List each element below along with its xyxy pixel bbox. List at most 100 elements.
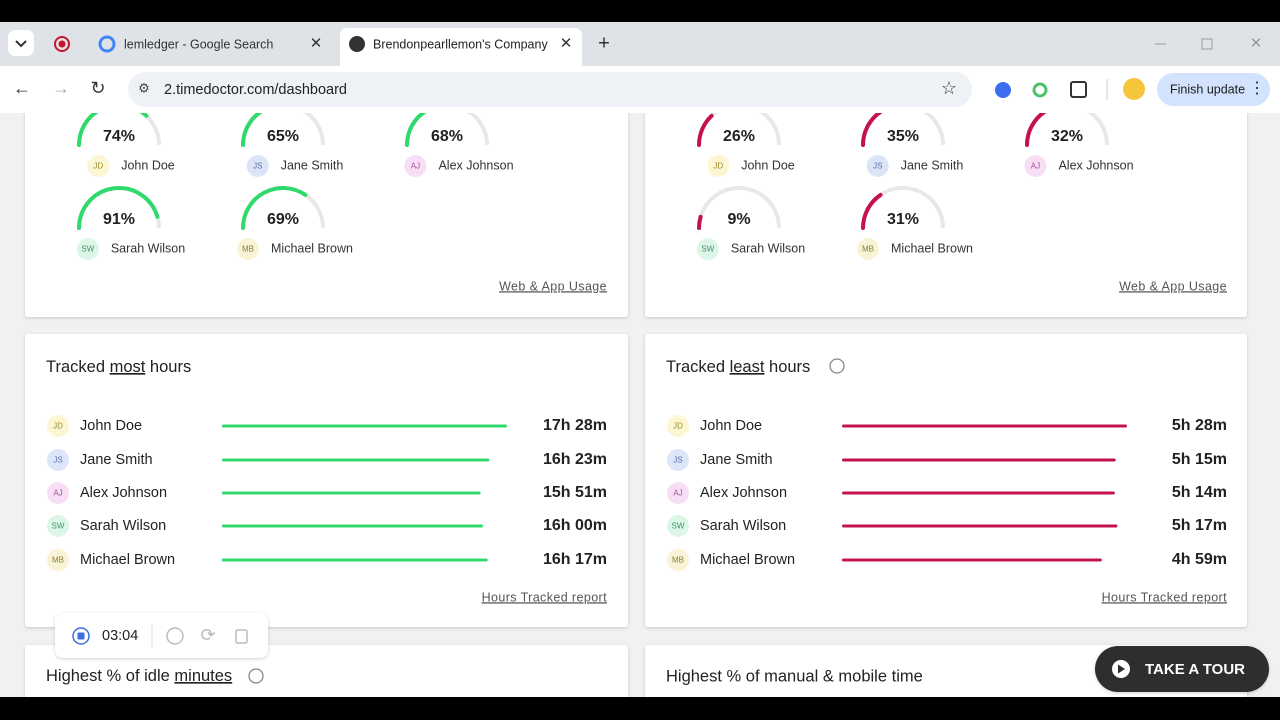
tour-button[interactable] — [1095, 646, 1269, 692]
hours-value: 15h 51m — [543, 484, 607, 501]
person-name: John Doe — [80, 418, 142, 434]
avatar — [866, 155, 889, 177]
avatar — [47, 415, 69, 437]
tour-label: TAKE A TOUR — [1145, 661, 1245, 678]
title-emphasis: least — [730, 358, 765, 376]
tab-title: Brendonpearllemon's Company — [373, 37, 548, 51]
gauge-value: 65% — [267, 128, 299, 145]
avatar — [707, 155, 730, 177]
avatar-initials: JS — [873, 162, 882, 171]
extensions[interactable] — [1070, 81, 1087, 98]
tab-search-button[interactable] — [8, 30, 34, 56]
avatar — [47, 482, 69, 504]
person-name: Jane Smith — [901, 158, 964, 172]
avatar — [857, 238, 880, 260]
site-icon — [349, 36, 365, 52]
reset-button[interactable]: ⟳ — [200, 625, 215, 645]
hours-value: 5h 15m — [1172, 451, 1227, 468]
avatar-initials: JD — [53, 422, 63, 431]
hours-value: 4h 59m — [1172, 551, 1227, 568]
avatar-initials: JS — [253, 162, 262, 171]
gauge-value: 69% — [267, 211, 299, 228]
person-name: Sarah Wilson — [80, 518, 166, 534]
hours-bar — [842, 524, 1118, 528]
avatar-initials: JS — [53, 456, 62, 465]
title-text: hours — [764, 358, 810, 376]
avatar-initials: JD — [713, 162, 723, 171]
avatar-initials: MB — [672, 556, 684, 565]
info-icon[interactable] — [248, 668, 264, 684]
stop-square — [77, 632, 85, 640]
report-link[interactable]: Web & App Usage — [499, 279, 607, 293]
record-dot — [58, 40, 66, 48]
avatar-initials: JD — [93, 162, 103, 171]
tab-close[interactable]: ✕ — [310, 35, 323, 52]
timer-value: 03:04 — [102, 628, 138, 644]
hours-bar — [222, 458, 490, 462]
new-tab[interactable]: + — [598, 32, 610, 54]
gauge-arc — [697, 113, 714, 147]
card — [25, 334, 628, 627]
card-title: Tracked most hours — [46, 358, 191, 376]
person-name: Alex Johnson — [438, 158, 513, 172]
title-text: Tracked — [666, 358, 730, 376]
gauge-value: 9% — [727, 211, 750, 228]
pause-button[interactable] — [166, 627, 184, 645]
hours-value: 5h 28m — [1172, 417, 1227, 434]
hours-bar — [222, 424, 507, 428]
avatar — [667, 449, 689, 471]
avatar-initials: MB — [862, 245, 874, 254]
forward[interactable]: → — [52, 78, 70, 98]
avatar-initials: AJ — [673, 489, 682, 498]
card — [645, 334, 1247, 627]
card — [645, 113, 1247, 317]
tab-close[interactable]: ✕ — [560, 35, 573, 52]
avatar — [87, 155, 110, 177]
title-emphasis: minutes — [174, 667, 232, 685]
extension[interactable] — [1032, 82, 1048, 98]
avatar-initials: MB — [52, 556, 64, 565]
gauge-arc — [241, 113, 263, 147]
active-tab[interactable] — [340, 28, 582, 66]
delete-button[interactable] — [235, 629, 248, 644]
person-name: Sarah Wilson — [731, 241, 805, 255]
gauge-arc — [697, 214, 703, 230]
reload[interactable]: ↻ — [90, 78, 105, 98]
person-name: Jane Smith — [80, 452, 153, 468]
tab-fade — [549, 30, 563, 60]
tab[interactable]: lemledger - Google Search ✕ — [98, 35, 323, 53]
menu[interactable]: ⋮ — [1249, 80, 1265, 97]
report-link[interactable]: Hours Tracked report — [482, 590, 608, 604]
title-text: Highest % of idle — [46, 667, 174, 685]
gauge-arc — [861, 113, 883, 147]
avatar — [47, 515, 69, 537]
update-button[interactable] — [1157, 73, 1270, 106]
back[interactable]: ← — [13, 78, 31, 98]
extension[interactable] — [995, 82, 1011, 98]
timer-stop[interactable] — [72, 627, 90, 645]
avatar — [76, 238, 99, 260]
site-info[interactable]: ⚙ — [138, 80, 150, 95]
hours-bar — [842, 424, 1127, 428]
gauge-value: 35% — [887, 128, 919, 145]
restore[interactable] — [1201, 38, 1213, 50]
avatar — [667, 515, 689, 537]
person-name: Alex Johnson — [80, 485, 167, 501]
info-icon[interactable] — [829, 358, 845, 374]
gauge-track — [697, 186, 781, 229]
person-name: Sarah Wilson — [700, 518, 786, 534]
avatar — [404, 155, 427, 177]
gauge-arc — [861, 192, 883, 230]
avatar — [246, 155, 269, 177]
bookmark[interactable]: ☆ — [941, 78, 957, 98]
report-link[interactable]: Hours Tracked report — [1102, 590, 1228, 604]
report-link[interactable]: Web & App Usage — [1119, 279, 1227, 293]
close-window[interactable]: ✕ — [1250, 35, 1263, 52]
hours-bar — [842, 558, 1102, 562]
avatar-initials: AJ — [411, 162, 420, 171]
person-name: Jane Smith — [700, 452, 773, 468]
title-text: hours — [145, 358, 191, 376]
gauge-value: 26% — [723, 128, 755, 145]
profile[interactable] — [1123, 78, 1145, 100]
omnibox[interactable] — [128, 72, 972, 107]
